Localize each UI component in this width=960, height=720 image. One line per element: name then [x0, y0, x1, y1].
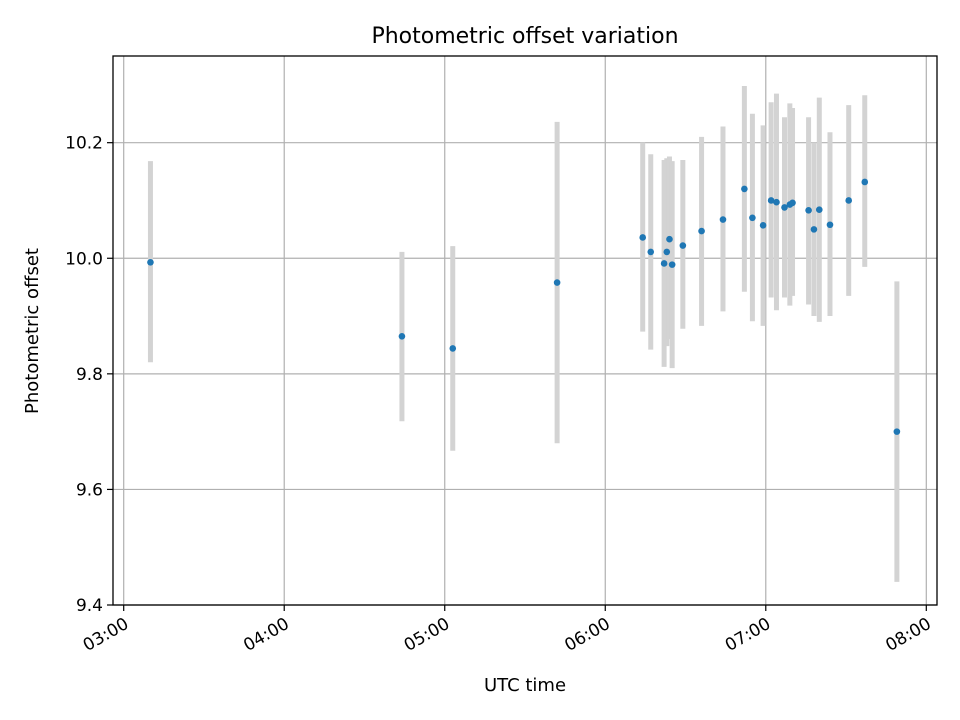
- data-point: [773, 198, 780, 206]
- data-point: [639, 234, 647, 241]
- grid-layer: [113, 56, 937, 606]
- x-tick-label: 06:00: [561, 614, 613, 656]
- data-point: [826, 221, 834, 229]
- data-point: [719, 216, 727, 223]
- data-point: [449, 345, 457, 352]
- x-tick-label: 05:00: [401, 614, 453, 656]
- data-point: [861, 178, 869, 186]
- errorbar-layer: [147, 86, 900, 582]
- data-point: [815, 206, 823, 214]
- data-point: [679, 242, 687, 249]
- data-point: [698, 227, 705, 235]
- y-tick-label: 9.6: [76, 480, 103, 500]
- data-point: [893, 428, 901, 435]
- x-tick-label: 04:00: [240, 614, 292, 656]
- data-point: [781, 204, 788, 211]
- data-point: [741, 185, 748, 193]
- x-tick-label: 08:00: [882, 614, 934, 656]
- data-point: [749, 214, 756, 222]
- data-point: [553, 279, 561, 286]
- data-point: [789, 199, 796, 207]
- chart-title: Photometric offset variation: [371, 24, 678, 49]
- point-layer: [147, 178, 901, 435]
- x-tick-label: 03:00: [80, 614, 132, 656]
- y-tick-label: 9.8: [76, 365, 103, 385]
- data-point: [668, 261, 676, 268]
- data-point: [767, 197, 775, 204]
- data-point: [647, 248, 655, 256]
- data-point: [660, 260, 668, 267]
- data-point: [759, 222, 767, 229]
- data-point: [845, 197, 853, 204]
- data-point: [810, 226, 818, 233]
- data-point: [147, 259, 154, 266]
- x-axis-label: UTC time: [484, 675, 566, 696]
- y-tick-label: 10.2: [65, 134, 103, 154]
- data-point: [398, 332, 406, 340]
- y-tick-label: 10.0: [65, 249, 103, 269]
- x-tick-label: 07:00: [722, 614, 774, 656]
- plot-frame: [112, 55, 938, 606]
- y-axis-label: Photometric offset: [22, 248, 43, 414]
- tick-layer: 03:00 04:00 05:00 06:00 07:00 08:00 9.4 9.6 9.8 1…: [65, 134, 935, 656]
- data-point: [663, 248, 671, 256]
- y-tick-label: 9.4: [76, 596, 103, 616]
- data-point: [666, 235, 673, 243]
- data-point: [805, 206, 812, 214]
